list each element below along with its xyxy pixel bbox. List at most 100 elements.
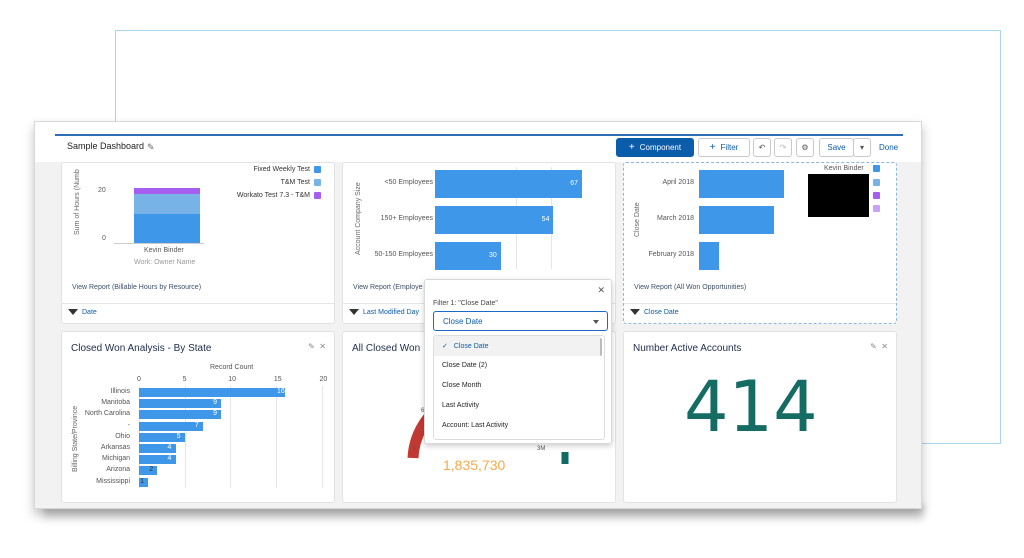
state-bar [139, 421, 203, 431]
billable-hours-card: Sum of Hours (Numb 20 0 Kevin Binder Wor… [61, 162, 335, 324]
close-icon[interactable]: ✕ [881, 342, 888, 351]
add-component-button[interactable]: + Component [616, 138, 694, 157]
gridline [230, 386, 232, 488]
company-size-label: 50-150 Employees [374, 251, 433, 258]
add-filter-button[interactable]: + Filter [698, 138, 750, 157]
redacted-block [808, 174, 869, 217]
state-label: Illinois [110, 388, 130, 395]
filter-field-select[interactable]: Close Date [433, 311, 608, 331]
legend-swatch [873, 179, 880, 186]
won-category-label: March 2018 [657, 215, 694, 222]
filter-option[interactable]: Close Month [434, 376, 600, 396]
filter-options-list: ✓ Close Date Close Date (2) Close Month Last… [433, 335, 605, 440]
edit-title-icon[interactable]: ✎ [147, 142, 155, 152]
card-tools: ✎ ✕ [870, 342, 888, 351]
legend-swatch [314, 192, 321, 199]
filter-icon [630, 309, 640, 315]
state-bar [139, 466, 158, 476]
company-size-label: <50 Employees [384, 179, 433, 186]
edit-icon[interactable]: ✎ [870, 342, 877, 351]
gridline [184, 386, 186, 488]
won-opportunities-card[interactable]: Close Date April 2018 March 2018 February … [623, 162, 897, 324]
filter-option[interactable]: Account: Last Activity [434, 416, 600, 436]
view-report-link[interactable]: View Report (All Won Opportunities) [634, 284, 747, 291]
company-size-label: 150+ Employees [380, 215, 433, 222]
state-value: 9 [213, 410, 218, 418]
company-size-bar [435, 170, 582, 198]
settings-button[interactable]: ⚙ [796, 138, 814, 157]
hours-bar-segment [134, 188, 200, 194]
hours-yaxis-title: Sum of Hours (Numb [74, 169, 81, 235]
state-value: 4 [167, 444, 172, 451]
chevron-down-icon: ▾ [859, 143, 864, 152]
state-bar [139, 432, 185, 442]
legend-entry-label: Fixed Weekly Test [253, 166, 310, 173]
company-size-value: 54 [541, 216, 550, 223]
save-options-button[interactable]: ▾ [853, 138, 871, 157]
filter-option-label: Close Date [453, 343, 489, 350]
legend-swatch [314, 166, 321, 173]
filter-select-value: Close Date [443, 317, 483, 326]
state-xtick: 0 [137, 376, 141, 383]
options-scrollbar[interactable] [598, 338, 602, 356]
state-bar [139, 388, 285, 397]
legend-entry-label: Workato Test 7.3 - T&M [236, 192, 310, 199]
state-value: 4 [167, 455, 172, 463]
by-state-card: Closed Won Analysis - By State ✎ ✕ Recor… [61, 331, 335, 503]
state-label: - [127, 421, 130, 429]
state-value: 5 [176, 432, 181, 440]
save-label: Save [827, 143, 846, 152]
filter-popover-label: Filter 1: "Close Date" [433, 300, 498, 307]
state-value: 1 [140, 477, 145, 485]
legend-swatch [873, 165, 880, 172]
edit-icon[interactable]: ✎ [308, 342, 315, 351]
state-xtick: 5 [182, 376, 187, 383]
gridline [321, 386, 323, 488]
state-value: 2 [149, 466, 154, 474]
close-icon[interactable]: ✕ [597, 285, 605, 295]
state-bar [139, 477, 149, 487]
filter-icon [349, 309, 359, 315]
view-report-link[interactable]: View Report (Billable Hours by Resource) [72, 284, 202, 291]
close-icon[interactable]: ✕ [319, 342, 326, 351]
state-yaxis-title: Billing State/Province [72, 405, 79, 472]
filter-option[interactable]: Last Activity [434, 396, 600, 416]
checkmark-icon: ✓ [442, 343, 448, 350]
legend-swatch [873, 192, 880, 199]
redo-icon: ↷ [779, 143, 787, 152]
filter-icon [68, 309, 78, 315]
save-button[interactable]: Save [819, 138, 854, 157]
done-button[interactable]: Done [879, 143, 899, 152]
size-yaxis-title: Account Company Size [355, 182, 362, 255]
legend-swatch [873, 205, 880, 212]
card-filter-bar[interactable]: Close Date [624, 303, 896, 323]
filter-option[interactable]: Close Date (2) [434, 356, 600, 376]
state-label: Michigan [101, 455, 130, 463]
filter-option-label: Account: Last Activity [442, 422, 509, 429]
won-bar [699, 170, 784, 198]
won-category-label: April 2018 [662, 179, 694, 186]
state-xaxis-title: Record Count [210, 364, 254, 371]
plus-icon: + [628, 142, 635, 153]
undo-button[interactable]: ↶ [753, 138, 771, 157]
gauge-tick: 3M [537, 446, 546, 452]
won-bar [699, 242, 719, 270]
state-label: Manitoba [101, 399, 130, 407]
company-size-bar [435, 206, 554, 234]
dashboard-header: Sample Dashboard ✎ + Component + Filter ↶ … [35, 122, 921, 162]
state-value: 9 [213, 399, 218, 407]
gear-icon: ⚙ [801, 143, 809, 152]
state-bar [139, 455, 176, 465]
state-label: Mississippi [96, 477, 130, 485]
filter-option[interactable]: ✓ Close Date [434, 336, 600, 356]
by-state-title: Closed Won Analysis - By State [71, 343, 212, 354]
card-filter-bar[interactable]: Date [62, 303, 334, 323]
redo-button[interactable]: ↷ [774, 138, 792, 157]
add-component-label: Component [639, 143, 682, 152]
add-filter-label: Filter [720, 143, 739, 152]
closed-won-value: 1,835,730 [443, 457, 506, 473]
view-report-link[interactable]: View Report (Employe [353, 284, 423, 291]
header-accent-line [55, 134, 903, 136]
state-xtick: 10 [228, 376, 237, 383]
hours-xaxis-title: Work: Owner Name [134, 259, 196, 266]
